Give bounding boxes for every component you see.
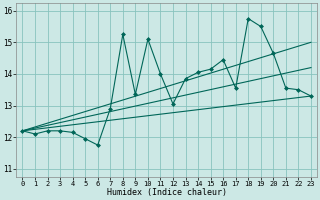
X-axis label: Humidex (Indice chaleur): Humidex (Indice chaleur) (107, 188, 227, 197)
